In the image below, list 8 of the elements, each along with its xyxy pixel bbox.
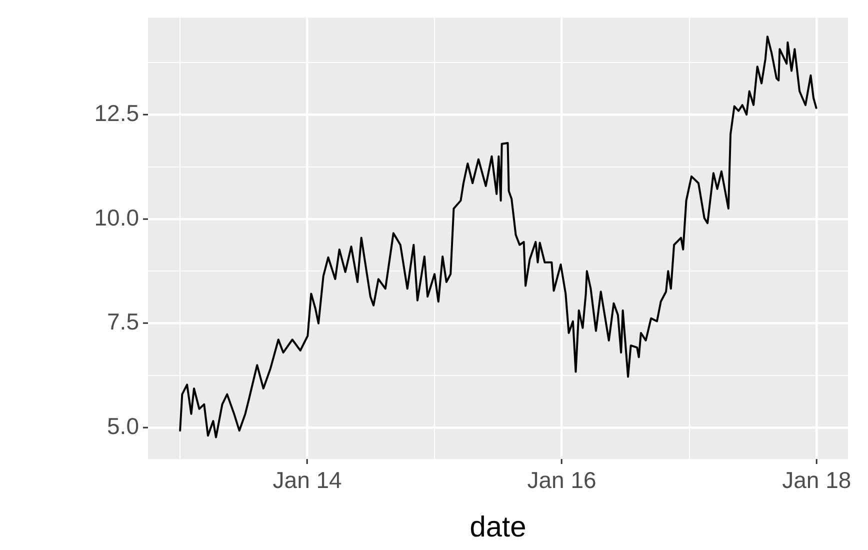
x-axis-title: date <box>470 512 526 544</box>
y-tick-label: 5.0 <box>107 413 139 440</box>
y-tick-label: 12.5 <box>94 100 139 126</box>
x-tick-label: Jan 18 <box>782 467 852 494</box>
x-tick-label: Jan 14 <box>272 467 342 494</box>
x-tick-label: Jan 16 <box>527 467 596 494</box>
y-tick-label: 7.5 <box>107 308 139 335</box>
y-tick-label: 10.0 <box>94 204 139 230</box>
